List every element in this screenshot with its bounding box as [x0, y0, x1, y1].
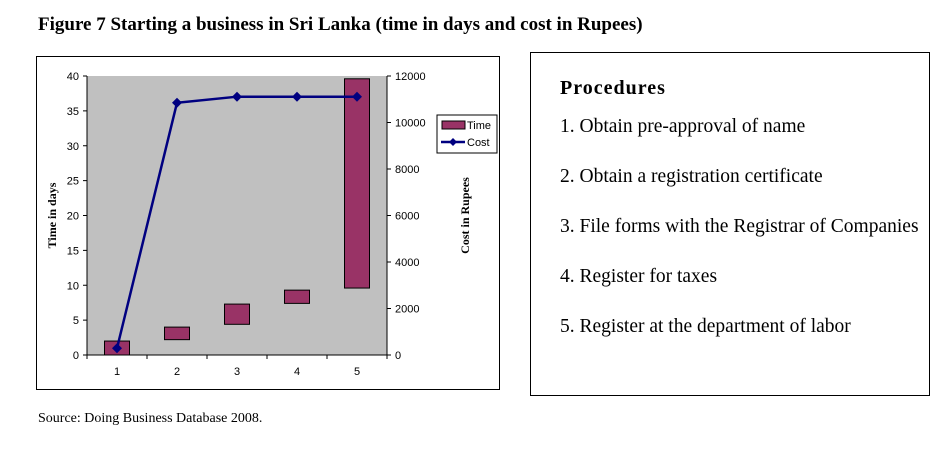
chart: 0 5 10 15 20 25 30 35 40 0 2000 4000 6000 8000 10000 12…	[36, 56, 500, 390]
cost-point	[352, 91, 362, 102]
legend-time-swatch	[441, 120, 466, 130]
y2-tick-label: 4000	[395, 257, 419, 269]
legend-cost-marker	[449, 138, 457, 146]
y-tick-label: 5	[73, 315, 79, 327]
y2-axis-label: Cost in Rupees	[458, 177, 472, 254]
cost-point	[292, 91, 302, 102]
y2-tick-label: 10000	[395, 118, 426, 130]
time-bar	[344, 78, 370, 289]
y-axis-label: Time in days	[45, 182, 59, 248]
procedure-item: 4. Register for taxes	[560, 266, 718, 287]
y-tick-label: 25	[67, 176, 79, 188]
source-note: Source: Doing Business Database 2008.	[38, 411, 263, 426]
y-tick-label: 20	[67, 211, 79, 223]
y2-tick-label: 8000	[395, 164, 419, 176]
legend-time-label: Time	[467, 120, 491, 132]
y-tick-label: 0	[73, 350, 79, 362]
procedures-box: Procedures 1. Obtain pre-approval of nam…	[530, 52, 930, 396]
procedure-item: 1. Obtain pre-approval of name	[560, 116, 806, 137]
y-tick-label: 15	[67, 245, 79, 257]
x-tick-label: 3	[234, 366, 240, 378]
cost-point	[232, 91, 242, 102]
procedure-item: 2. Obtain a registration certificate	[560, 166, 823, 187]
y2-tick-label: 6000	[395, 211, 419, 223]
y-tick-label: 30	[67, 141, 79, 153]
y2-tick-label: 2000	[395, 304, 419, 316]
y2-tick-label: 0	[395, 350, 401, 362]
x-tick-label: 1	[114, 366, 120, 378]
procedures-heading: Procedures	[560, 77, 666, 99]
procedure-item: 3. File forms with the Registrar of Comp…	[560, 216, 919, 237]
time-bar	[224, 303, 250, 325]
legend-cost-label: Cost	[467, 137, 490, 149]
y-tick-label: 40	[67, 71, 79, 83]
cost-point	[172, 97, 182, 108]
x-tick-label: 4	[294, 366, 300, 378]
y-tick-label: 10	[67, 280, 79, 292]
y-tick-label: 35	[67, 106, 79, 118]
y2-tick-label: 12000	[395, 71, 426, 83]
figure-title: Figure 7 Starting a business in Sri Lank…	[38, 14, 643, 35]
cost-point	[112, 343, 122, 354]
time-bar	[284, 289, 310, 304]
time-bar	[164, 326, 190, 341]
procedure-item: 5. Register at the department of labor	[560, 316, 851, 337]
x-tick-label: 5	[354, 366, 360, 378]
x-tick-label: 2	[174, 366, 180, 378]
